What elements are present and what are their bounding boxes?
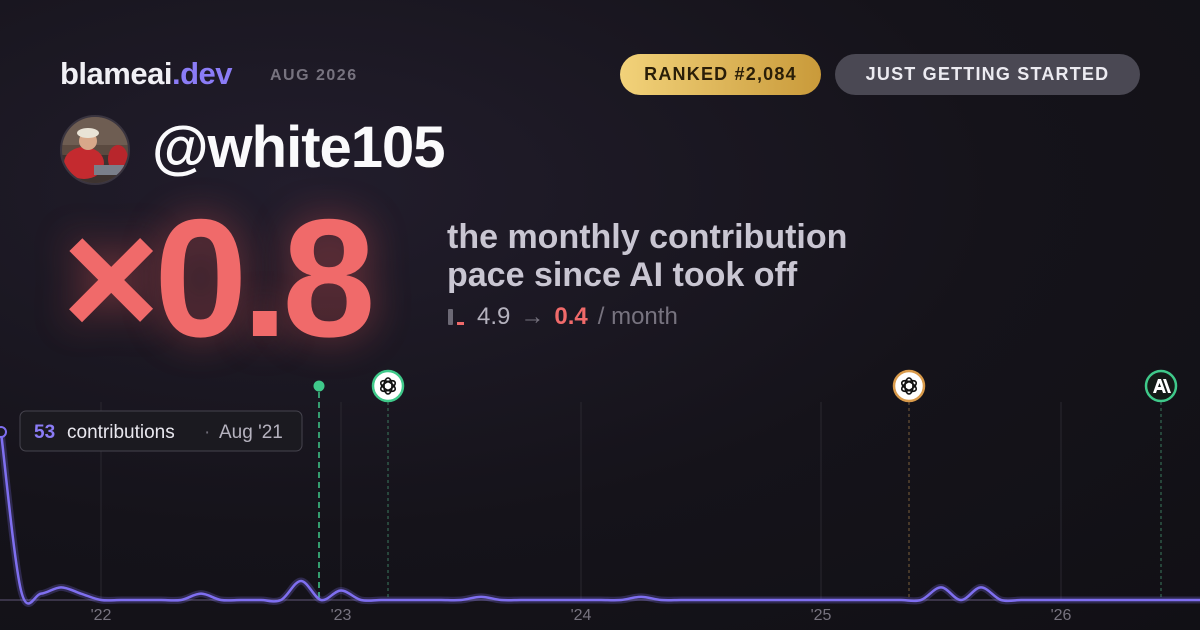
date: AUG 2026 [270, 67, 358, 84]
pace-arrow: → [520, 303, 545, 330]
x-tick-label: '22 [91, 607, 112, 624]
rank-badge: RANKED #2,084 [620, 54, 821, 95]
handle: @white105 [152, 115, 446, 180]
tooltip-value: 53 [34, 422, 55, 443]
tooltip-date: Aug '21 [219, 422, 283, 443]
tooltip-unit: contributions [67, 422, 175, 443]
pace-unit: / month [597, 303, 678, 330]
plot-area: '22 '23 '24 '25 '26 [0, 402, 1200, 624]
x-tick-label: '26 [1051, 607, 1072, 624]
brand: blameai.dev [60, 56, 232, 92]
x-tick-label: '24 [571, 607, 592, 624]
brand-suffix: .dev [171, 56, 233, 91]
description: the monthly contribution pace since AI t… [447, 218, 847, 294]
description-line: pace since AI took off [447, 256, 798, 294]
openai-icon [371, 369, 405, 403]
x-tick-label: '25 [811, 607, 832, 624]
pace-stats: 4.9 → 0.4 / month [447, 303, 678, 331]
event-dot [313, 380, 325, 392]
multiplier: ×0.8 [62, 184, 376, 372]
openai-icon [892, 369, 926, 403]
x-tick-label: '23 [331, 607, 352, 624]
pace-after: 0.4 [554, 303, 588, 330]
anthropic-icon [1144, 369, 1178, 403]
tooltip-separator: · [204, 422, 210, 443]
pace-glyph [448, 309, 464, 325]
description-line: the monthly contribution [447, 218, 848, 256]
tooltip: 53 contributions · Aug '21 [19, 410, 303, 452]
pace-before: 4.9 [477, 303, 511, 330]
line [0, 431, 1200, 605]
line-glow [0, 431, 1200, 607]
level-badge: JUST GETTING STARTED [835, 54, 1140, 95]
tooltip-box [19, 410, 303, 452]
point [0, 426, 7, 438]
brand-name: blameai [60, 56, 172, 91]
avatar [60, 115, 130, 185]
